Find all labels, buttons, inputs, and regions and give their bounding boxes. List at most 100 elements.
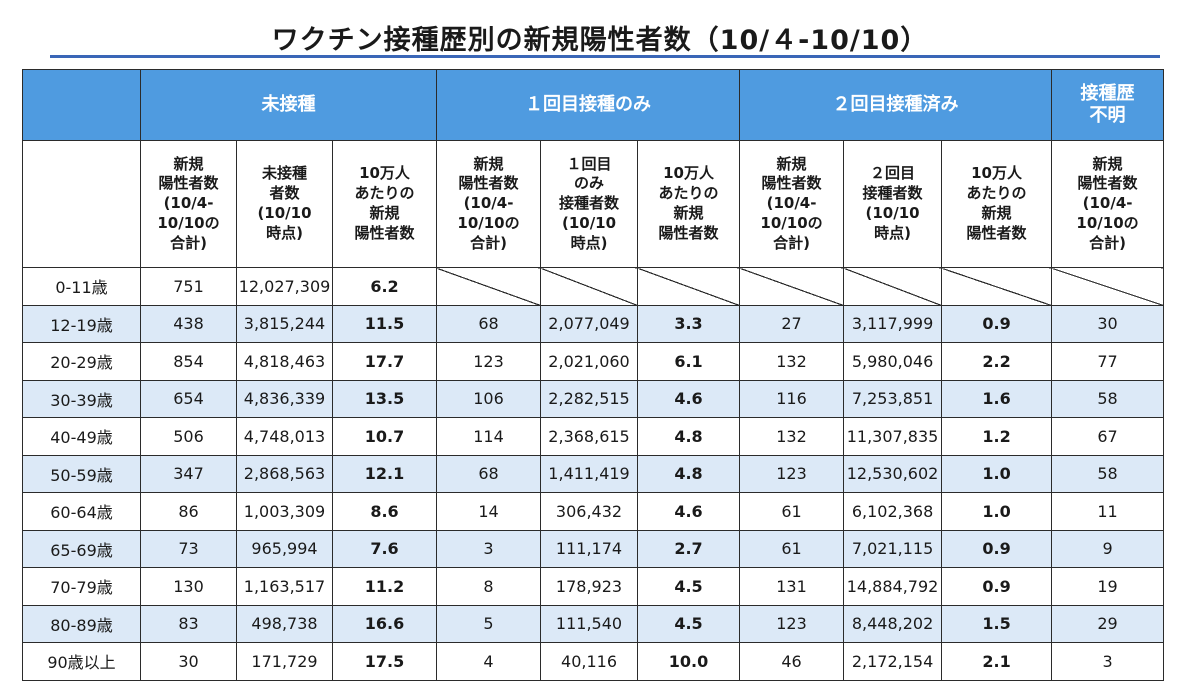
not-applicable-cell xyxy=(637,267,741,306)
age-group-cell: 20-29歳 xyxy=(22,342,141,381)
age-group-cell: 60-64歳 xyxy=(22,492,141,531)
age-group-cell: 70-79歳 xyxy=(22,567,141,606)
count-cell: 86 xyxy=(140,492,237,531)
count-cell: 19 xyxy=(1051,567,1165,606)
count-cell: 130 xyxy=(140,567,237,606)
rate-cell: 1.6 xyxy=(941,379,1053,418)
population-cell: 2,282,515 xyxy=(540,379,639,418)
population-cell: 1,003,309 xyxy=(236,492,333,531)
rate-cell: 17.5 xyxy=(331,642,438,681)
rate-cell: 4.6 xyxy=(637,379,741,418)
rate-cell: 1.0 xyxy=(941,454,1053,493)
group-header-unknown: 接種歴 不明 xyxy=(1051,69,1165,141)
rate-cell: 10.7 xyxy=(331,417,438,456)
sub-header: 10万人 あたりの 新規 陽性者数 xyxy=(331,140,438,268)
not-applicable-cell xyxy=(941,267,1053,306)
table-row: 60-64歳 86 1,003,309 8.6 14 306,432 4.6 61 6,102,… xyxy=(22,492,1165,531)
rate-cell: 1.2 xyxy=(941,417,1053,456)
table-body: 0-11歳 751 12,027,309 6.2 12-19歳 438 3,815,244 1… xyxy=(22,267,1165,681)
population-cell: 7,021,115 xyxy=(843,529,943,568)
population-cell: 2,021,060 xyxy=(540,342,639,381)
rate-cell: 1.5 xyxy=(941,604,1053,643)
count-cell: 114 xyxy=(436,417,542,456)
rate-cell: 12.1 xyxy=(331,454,438,493)
count-cell: 27 xyxy=(739,304,845,343)
group-header-two-doses: ２回目接種済み xyxy=(739,69,1053,141)
rate-cell: 2.7 xyxy=(637,529,741,568)
count-cell: 58 xyxy=(1051,454,1165,493)
count-cell: 347 xyxy=(140,454,237,493)
sub-header: ２回目 接種者数 (10/10 時点) xyxy=(843,140,943,268)
table-row: 40-49歳 506 4,748,013 10.7 114 2,368,615 4.8 132… xyxy=(22,417,1165,456)
population-cell: 4,836,339 xyxy=(236,379,333,418)
sub-header-row: 新規 陽性者数 (10/4- 10/10の 合計) 未接種 者数 (10/10 … xyxy=(22,140,1165,268)
age-group-cell: 0-11歳 xyxy=(22,267,141,306)
title-underline xyxy=(50,55,1160,58)
population-cell: 12,027,309 xyxy=(236,267,333,306)
population-cell: 965,994 xyxy=(236,529,333,568)
rate-cell: 4.5 xyxy=(637,567,741,606)
population-cell: 8,448,202 xyxy=(843,604,943,643)
not-applicable-cell xyxy=(436,267,542,306)
population-cell: 111,540 xyxy=(540,604,639,643)
population-cell: 12,530,602 xyxy=(843,454,943,493)
count-cell: 30 xyxy=(140,642,237,681)
count-cell: 438 xyxy=(140,304,237,343)
count-cell: 8 xyxy=(436,567,542,606)
age-group-cell: 40-49歳 xyxy=(22,417,141,456)
count-cell: 9 xyxy=(1051,529,1165,568)
rate-cell: 4.6 xyxy=(637,492,741,531)
count-cell: 61 xyxy=(739,492,845,531)
count-cell: 5 xyxy=(436,604,542,643)
rate-cell: 2.2 xyxy=(941,342,1053,381)
table-row: 30-39歳 654 4,836,339 13.5 106 2,282,515 4.6 116… xyxy=(22,379,1165,418)
count-cell: 58 xyxy=(1051,379,1165,418)
count-cell: 751 xyxy=(140,267,237,306)
population-cell: 498,738 xyxy=(236,604,333,643)
population-cell: 11,307,835 xyxy=(843,417,943,456)
count-cell: 654 xyxy=(140,379,237,418)
not-applicable-cell xyxy=(1051,267,1165,306)
population-cell: 3,815,244 xyxy=(236,304,333,343)
rate-cell: 11.5 xyxy=(331,304,438,343)
count-cell: 46 xyxy=(739,642,845,681)
rate-cell: 10.0 xyxy=(637,642,741,681)
rate-cell: 7.6 xyxy=(331,529,438,568)
rate-cell: 4.8 xyxy=(637,417,741,456)
group-header-unvaccinated: 未接種 xyxy=(139,69,438,141)
population-cell: 4,818,463 xyxy=(236,342,333,381)
rate-cell: 6.1 xyxy=(637,342,741,381)
not-applicable-cell xyxy=(739,267,845,306)
population-cell: 4,748,013 xyxy=(236,417,333,456)
sub-header: 未接種 者数 (10/10 時点) xyxy=(236,140,333,268)
count-cell: 123 xyxy=(739,604,845,643)
sub-header: 10万人 あたりの 新規 陽性者数 xyxy=(637,140,741,268)
count-cell: 68 xyxy=(436,454,542,493)
sub-header: 新規 陽性者数 (10/4- 10/10の 合計) xyxy=(140,140,237,268)
corner-cell xyxy=(22,69,141,141)
rate-cell: 6.2 xyxy=(331,267,438,306)
count-cell: 68 xyxy=(436,304,542,343)
age-group-cell: 65-69歳 xyxy=(22,529,141,568)
rate-cell: 13.5 xyxy=(331,379,438,418)
count-cell: 29 xyxy=(1051,604,1165,643)
population-cell: 306,432 xyxy=(540,492,639,531)
table-row: 80-89歳 83 498,738 16.6 5 111,540 4.5 123 8,448,2… xyxy=(22,604,1165,643)
population-cell: 7,253,851 xyxy=(843,379,943,418)
vaccination-table: 未接種 １回目接種のみ ２回目接種済み 接種歴 不明 新規 陽性者数 (10/4… xyxy=(22,69,1165,681)
population-cell: 6,102,368 xyxy=(843,492,943,531)
rate-cell: 0.9 xyxy=(941,529,1053,568)
rate-cell: 8.6 xyxy=(331,492,438,531)
corner-sub-cell xyxy=(22,140,141,268)
group-header-row: 未接種 １回目接種のみ ２回目接種済み 接種歴 不明 xyxy=(22,69,1165,141)
population-cell: 178,923 xyxy=(540,567,639,606)
count-cell: 83 xyxy=(140,604,237,643)
rate-cell: 17.7 xyxy=(331,342,438,381)
age-group-cell: 50-59歳 xyxy=(22,454,141,493)
count-cell: 106 xyxy=(436,379,542,418)
rate-cell: 2.1 xyxy=(941,642,1053,681)
sub-header: 新規 陽性者数 (10/4- 10/10の 合計) xyxy=(1051,140,1165,268)
population-cell: 3,117,999 xyxy=(843,304,943,343)
rate-cell: 1.0 xyxy=(941,492,1053,531)
population-cell: 5,980,046 xyxy=(843,342,943,381)
